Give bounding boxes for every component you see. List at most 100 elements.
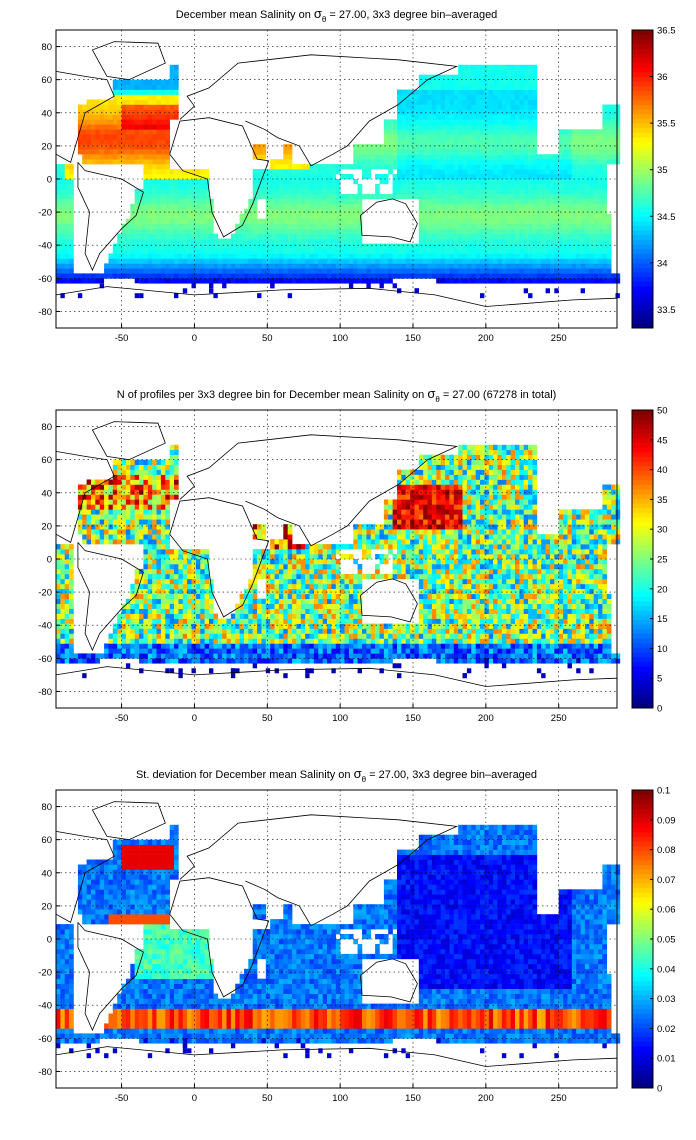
data-cell [401, 94, 406, 100]
data-cell [160, 233, 166, 239]
data-cell [152, 169, 157, 175]
data-cell [602, 124, 608, 130]
data-cell [401, 129, 406, 135]
data-cell [296, 193, 302, 200]
data-cell [558, 213, 564, 220]
data-cell [121, 499, 127, 505]
data-cell [497, 193, 503, 200]
data-cell [95, 529, 100, 535]
data-cell [252, 233, 258, 239]
data-cell [134, 243, 140, 249]
data-cell [353, 213, 358, 220]
data-cell [571, 139, 577, 145]
data-cell [134, 499, 140, 505]
data-cell [558, 169, 564, 175]
data-cell [602, 223, 608, 229]
data-cell [480, 293, 485, 299]
data-cell [480, 198, 485, 205]
data-cell [143, 228, 149, 234]
data-cell [125, 474, 131, 480]
data-cell [523, 114, 529, 120]
data-cell [56, 573, 61, 580]
data-cell [550, 198, 555, 205]
data-cell [252, 169, 258, 175]
data-cell [143, 124, 149, 130]
data-cell [427, 184, 433, 190]
data-cell [156, 184, 162, 190]
data-cell [353, 233, 358, 239]
data-cell [510, 109, 516, 115]
data-cell [519, 79, 525, 85]
data-cell [204, 564, 210, 570]
data-cell [112, 464, 118, 470]
data-cell [130, 248, 135, 254]
data-cell [405, 193, 411, 200]
data-cell [86, 529, 92, 535]
data-cell [445, 184, 450, 190]
data-cell [475, 228, 481, 234]
data-cell [139, 638, 144, 644]
data-cell [217, 648, 223, 654]
data-cell [449, 203, 455, 210]
data-cell [353, 228, 358, 234]
data-cell [169, 184, 175, 190]
data-cell [497, 263, 503, 269]
data-cell [401, 268, 406, 274]
data-cell [497, 104, 503, 110]
data-cell [357, 149, 363, 155]
data-cell [209, 648, 214, 654]
data-cell [501, 64, 507, 71]
data-cell [466, 223, 472, 229]
data-cell [252, 588, 258, 595]
data-cell [322, 213, 328, 220]
data-cell [431, 74, 437, 80]
data-cell [335, 253, 341, 259]
data-cell [523, 243, 529, 249]
data-cell [195, 258, 201, 264]
data-cell [152, 238, 157, 244]
data-cell [397, 94, 402, 100]
data-cell [156, 164, 162, 170]
data-cell [117, 484, 122, 490]
data-cell [209, 273, 214, 279]
data-cell [357, 228, 363, 234]
data-cell [427, 174, 433, 180]
data-cell [510, 149, 516, 155]
data-cell [95, 99, 100, 105]
data-cell [322, 218, 328, 224]
data-cell [445, 84, 450, 90]
data-cell [169, 213, 175, 220]
data-cell [191, 283, 196, 289]
data-cell [134, 578, 140, 585]
data-cell [418, 184, 424, 190]
data-cell [191, 618, 197, 624]
data-cell [156, 519, 162, 525]
data-cell [222, 273, 227, 279]
data-cell [458, 104, 463, 110]
data-cell [125, 484, 131, 490]
data-cell [606, 218, 612, 224]
data-cell [519, 228, 525, 234]
data-cell [576, 179, 581, 185]
data-cell [274, 588, 280, 595]
data-cell [86, 499, 92, 505]
data-cell [60, 218, 66, 224]
data-cell [125, 633, 131, 639]
data-cell [235, 603, 240, 609]
data-cell [475, 258, 481, 264]
data-cell [335, 248, 341, 254]
data-cell [532, 104, 538, 110]
data-cell [265, 253, 271, 259]
data-cell [69, 598, 74, 604]
data-cell [497, 258, 503, 264]
data-cell [545, 184, 551, 190]
data-cell [523, 74, 529, 80]
data-cell [366, 258, 372, 264]
data-cell [64, 633, 70, 639]
data-cell [134, 474, 140, 480]
data-cell [252, 549, 258, 555]
data-cell [458, 119, 463, 125]
data-cell [418, 89, 424, 95]
data-cell [125, 499, 131, 505]
data-cell [440, 154, 446, 160]
